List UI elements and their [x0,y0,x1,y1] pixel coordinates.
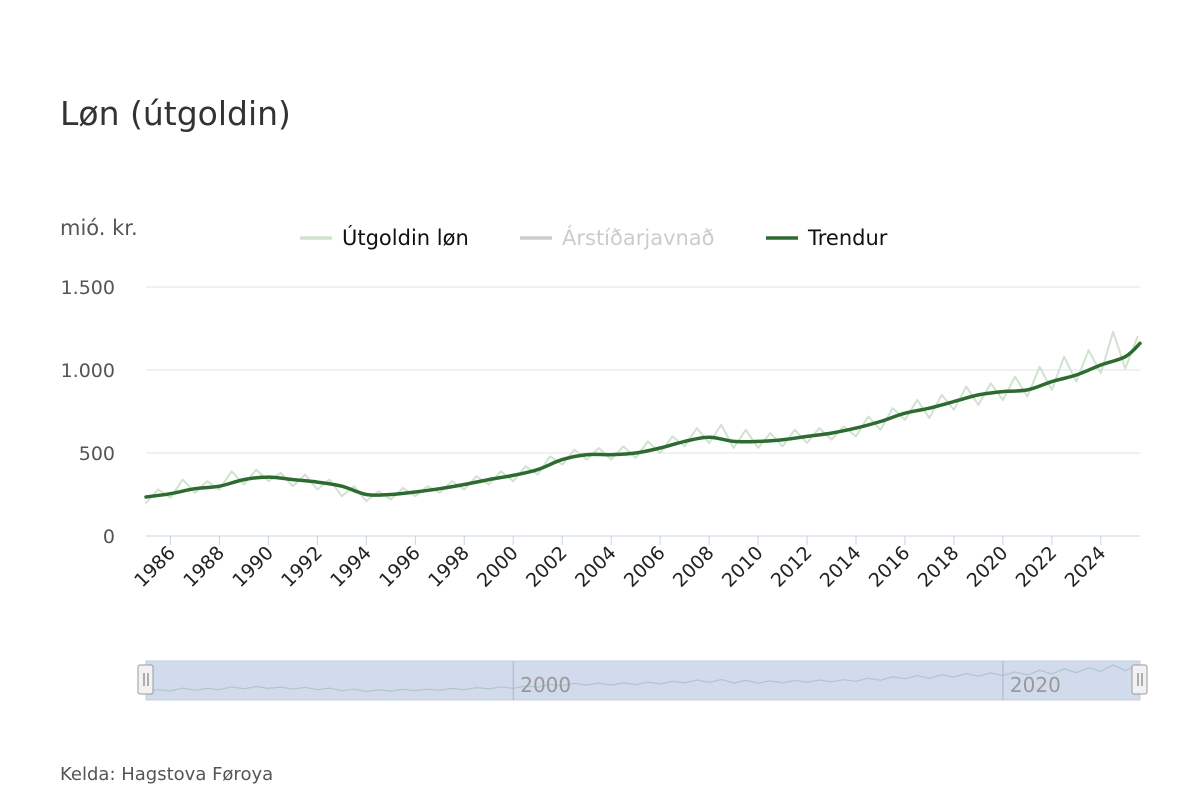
legend-item[interactable]: Útgoldin løn [300,225,469,250]
legend: Útgoldin løn Árstíðarjavnað Trendur [300,225,888,250]
navigator-selected-range[interactable] [145,660,1141,701]
grid [146,286,1140,537]
y-tick-label: 0 [103,526,115,548]
x-tick-label: 2012 [767,542,817,592]
x-tick-label: 1990 [228,542,278,592]
x-tick-label: 1998 [424,542,474,592]
x-tick-label: 2002 [522,542,572,592]
navigator-handle-right[interactable] [1131,664,1148,695]
navigator-series [145,664,1138,693]
y-axis-unit-label: mió. kr. [60,216,138,240]
x-tick-label: 2006 [620,542,670,592]
handle-body[interactable] [137,664,154,695]
x-tick-label: 1994 [326,542,376,592]
x-tick-label: 2016 [865,542,915,592]
handle-body[interactable] [1131,664,1148,695]
x-tick-label: 2014 [816,542,866,592]
x-tick-label: 2000 [473,542,523,592]
legend-label: Trendur [807,226,888,250]
legend-item[interactable]: Trendur [766,226,888,250]
x-tick-label: 1986 [130,542,180,592]
chart-title: Løn (útgoldin) [60,94,291,133]
series-line-trendur [144,341,1142,499]
y-tick-label: 1.000 [61,360,115,382]
y-axis: 0 500 1.000 1.500 [61,277,115,548]
y-tick-label: 1.500 [61,277,115,299]
range-navigator[interactable]: 2000 2020 [137,660,1148,701]
x-tick-label: 2020 [963,542,1013,592]
x-tick-label: 2004 [571,542,621,592]
plot-area [144,330,1142,504]
x-tick-label: 2010 [718,542,768,592]
x-tick-label: 1996 [375,542,425,592]
x-tick-label: 2024 [1061,542,1111,592]
x-tick-label: 1988 [179,542,229,592]
navigator-handle-left[interactable] [137,664,154,695]
x-tick-label: 2008 [669,542,719,592]
navigator-label: 2000 [520,673,571,697]
series-line-utgoldin-lon [145,330,1139,504]
x-axis: 1986 1988 1990 1992 1994 1996 1998 2000 2002 2004… [130,536,1110,592]
legend-label: Útgoldin løn [342,225,469,250]
y-tick-label: 500 [79,443,115,465]
source-credit: Kelda: Hagstova Føroya [60,764,274,785]
legend-item[interactable]: Árstíðarjavnað [520,225,715,250]
x-tick-label: 2022 [1012,542,1062,592]
x-tick-label: 2018 [914,542,964,592]
legend-label: Árstíðarjavnað [562,225,715,250]
x-tick-label: 1992 [277,542,327,592]
navigator-label: 2020 [1010,673,1061,697]
